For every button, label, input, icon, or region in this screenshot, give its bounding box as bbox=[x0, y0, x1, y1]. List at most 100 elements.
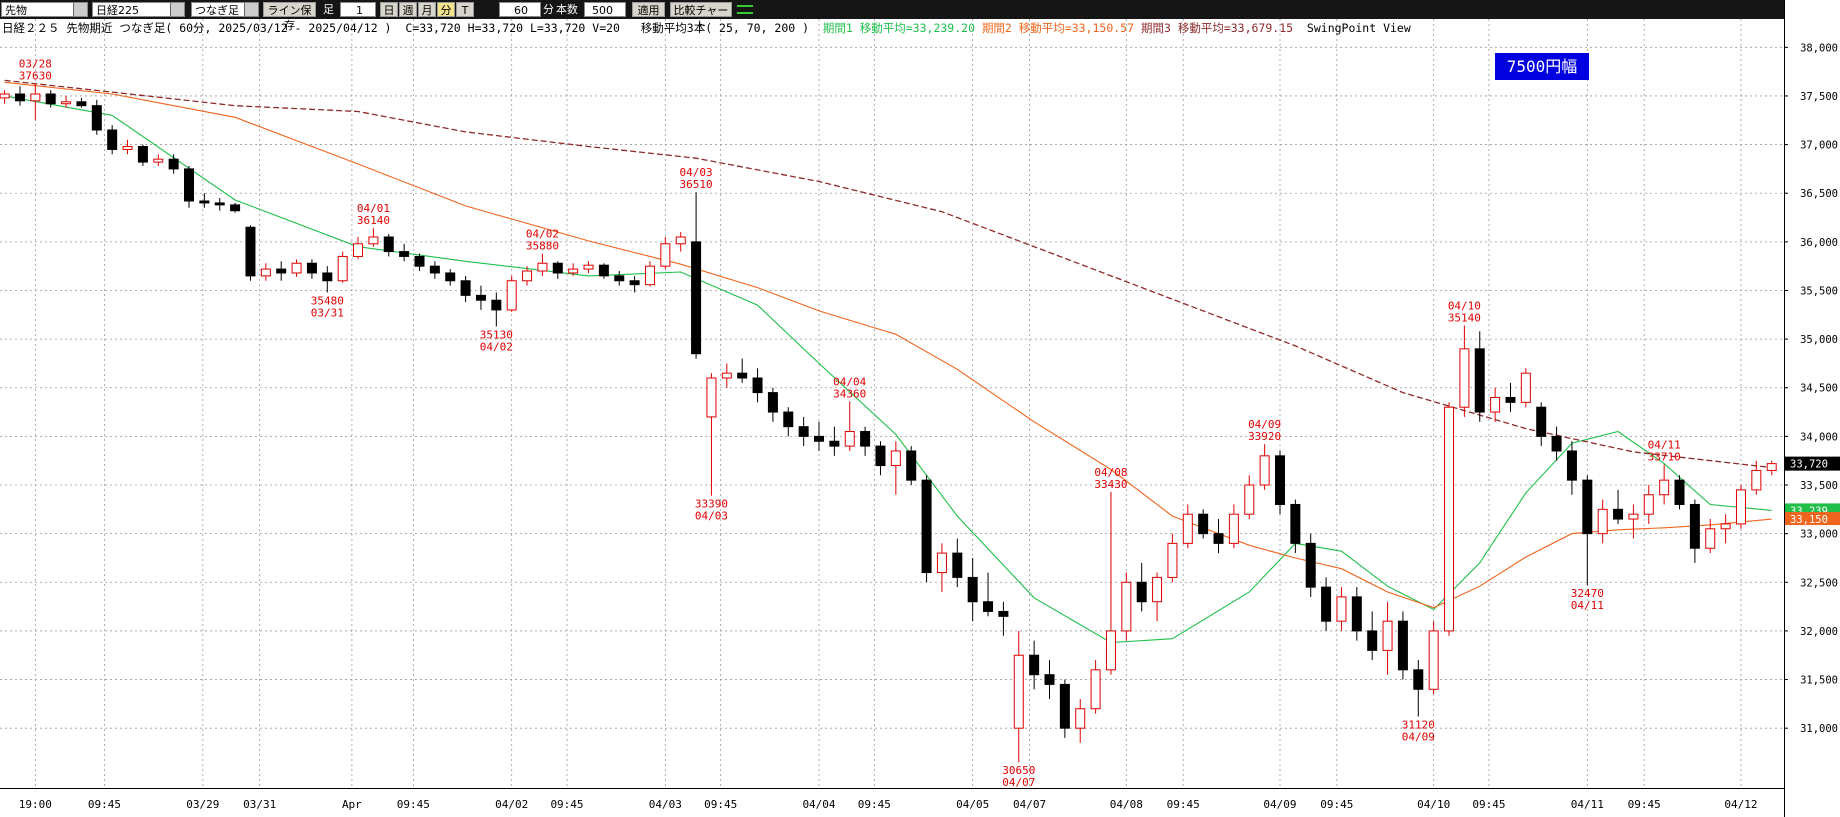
x-tick-label: 03/29 bbox=[186, 798, 219, 811]
candle-body bbox=[168, 158, 179, 170]
x-tick-label: 04/10 bbox=[1417, 798, 1450, 811]
swing-date: 04/03 bbox=[695, 510, 728, 523]
swing-date: 04/04 bbox=[833, 375, 866, 388]
x-tick-label: 09:45 bbox=[88, 798, 121, 811]
ma-value-label: 33,150 bbox=[1790, 514, 1828, 526]
candle-body bbox=[1566, 450, 1577, 481]
chart-icon[interactable] bbox=[737, 5, 753, 14]
candle-body bbox=[1244, 484, 1255, 515]
candle-body bbox=[353, 243, 364, 257]
swing-price: 32470 bbox=[1571, 587, 1604, 600]
candle-body bbox=[629, 280, 640, 286]
legend-entry: 期間1 移動平均=33,239.20 bbox=[822, 21, 975, 35]
y-tick-label: 35,500 bbox=[1800, 285, 1838, 297]
x-tick-label: 04/11 bbox=[1571, 798, 1604, 811]
x-tick-label: 09:45 bbox=[1628, 798, 1661, 811]
swing-date: 04/08 bbox=[1094, 466, 1127, 479]
swing-date: 04/11 bbox=[1648, 439, 1681, 452]
chart-header: 日経２２５ 先物期近 つなぎ足( 60分, 2025/03/12 - 2025/… bbox=[2, 20, 1411, 36]
chart-kind-select[interactable]: つなぎ足 bbox=[191, 2, 259, 17]
swing-price: 31120 bbox=[1402, 719, 1435, 732]
y-tick-label: 36,500 bbox=[1800, 188, 1838, 200]
swing-price: 33390 bbox=[695, 498, 728, 511]
swing-date: 04/09 bbox=[1248, 418, 1281, 431]
candle-body bbox=[1643, 494, 1654, 515]
candle-body bbox=[614, 275, 625, 282]
candle-body bbox=[1351, 596, 1362, 632]
candle-body bbox=[1059, 683, 1070, 729]
period-button[interactable]: 週 bbox=[399, 2, 417, 17]
symbol-select[interactable]: 日経225 bbox=[92, 2, 185, 17]
candle-body bbox=[107, 129, 118, 150]
candle-body bbox=[1274, 455, 1285, 505]
candle-body bbox=[1213, 533, 1224, 544]
bar-count-input[interactable]: 1 bbox=[340, 2, 376, 17]
candle-body bbox=[1090, 669, 1101, 710]
last-price-label: 33,720 bbox=[1790, 459, 1828, 471]
candle-body bbox=[583, 264, 594, 270]
candle-body bbox=[1167, 542, 1178, 578]
swing-date: 04/10 bbox=[1448, 299, 1481, 312]
period-button[interactable]: T bbox=[456, 2, 474, 17]
bar-label: 足 bbox=[323, 3, 334, 16]
candle-body bbox=[1735, 489, 1746, 525]
y-tick-label: 37,500 bbox=[1800, 91, 1838, 103]
candle-body bbox=[1013, 654, 1024, 729]
candle-body bbox=[122, 146, 133, 150]
candle-body bbox=[1428, 630, 1439, 690]
candle-body bbox=[61, 101, 72, 105]
y-tick-label: 31,000 bbox=[1800, 723, 1838, 735]
candle-body bbox=[1382, 620, 1393, 651]
candle-body bbox=[1182, 513, 1193, 544]
candle-body bbox=[1290, 503, 1301, 544]
candle-body bbox=[983, 601, 994, 612]
candle-body bbox=[1044, 674, 1055, 685]
candle-body bbox=[936, 552, 947, 574]
candle-body bbox=[1689, 503, 1700, 549]
x-tick-label: 19:00 bbox=[19, 798, 52, 811]
candle-body bbox=[1551, 435, 1562, 452]
apply-button[interactable]: 適用 bbox=[632, 2, 665, 17]
swing-date: 04/07 bbox=[1002, 776, 1035, 789]
count-input[interactable]: 500 bbox=[584, 2, 626, 17]
candle-body bbox=[890, 450, 901, 467]
candle-body bbox=[552, 262, 563, 274]
candle-body bbox=[1367, 630, 1378, 651]
candle-body bbox=[260, 268, 271, 277]
candle-body bbox=[644, 265, 655, 286]
minutes-unit: 分 bbox=[543, 3, 554, 16]
candle-body bbox=[1766, 463, 1777, 471]
candle-body bbox=[1674, 479, 1685, 505]
market-select[interactable]: 先物 bbox=[1, 2, 88, 17]
period-button[interactable]: 分 bbox=[437, 2, 455, 17]
candle-body bbox=[30, 93, 41, 102]
compare-button[interactable]: 比較チャート bbox=[670, 2, 732, 32]
candle-body bbox=[829, 440, 840, 447]
candle-body bbox=[1105, 630, 1116, 671]
period-button[interactable]: 月 bbox=[418, 2, 436, 17]
period-button[interactable]: 日 bbox=[380, 2, 398, 17]
candle-body bbox=[860, 431, 871, 447]
candle-body bbox=[368, 236, 379, 245]
minutes-input[interactable]: 60 bbox=[499, 2, 541, 17]
candle-body bbox=[322, 272, 333, 282]
header-quote: C=33,720 H=33,720 L=33,720 V=20 bbox=[405, 21, 620, 35]
y-tick-label: 37,000 bbox=[1800, 140, 1838, 152]
candle-body bbox=[998, 610, 1009, 617]
swing-date: 04/11 bbox=[1571, 599, 1604, 612]
candle-body bbox=[691, 241, 702, 355]
x-tick-label: 04/08 bbox=[1110, 798, 1143, 811]
count-label: 本数 bbox=[556, 3, 578, 16]
x-tick-label: 09:45 bbox=[550, 798, 583, 811]
swing-price: 33710 bbox=[1648, 451, 1681, 464]
x-tick-label: 04/09 bbox=[1263, 798, 1296, 811]
candle-body bbox=[1628, 513, 1639, 520]
save-button[interactable]: ライン保存 bbox=[263, 2, 316, 32]
candle-body bbox=[1582, 479, 1593, 535]
swing-price: 37630 bbox=[19, 69, 52, 82]
axis-panel bbox=[1784, 0, 1840, 817]
swing-date: 03/31 bbox=[311, 306, 344, 319]
candle-body bbox=[537, 262, 548, 272]
candle-body bbox=[1413, 669, 1424, 690]
candle-body bbox=[1490, 396, 1501, 413]
